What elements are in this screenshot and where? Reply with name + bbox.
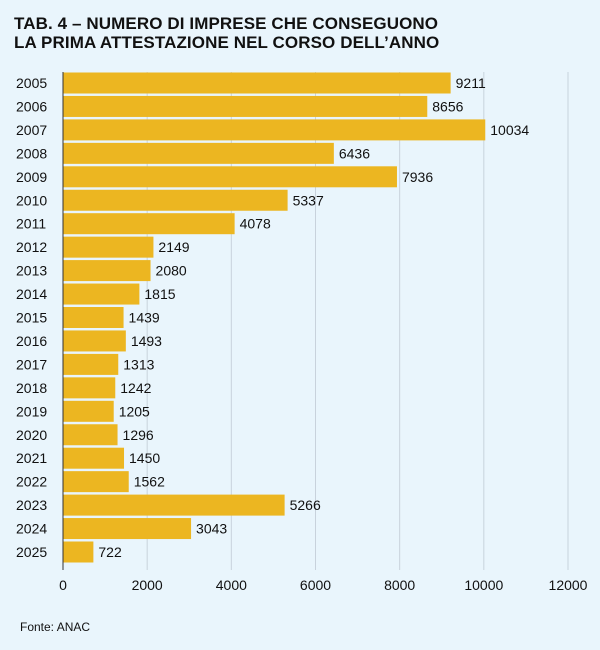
category-label: 2008 <box>16 145 47 161</box>
category-label: 2010 <box>16 192 47 208</box>
source-note: Fonte: ANAC <box>20 620 91 634</box>
data-label: 1493 <box>131 333 162 349</box>
bar <box>63 424 118 446</box>
category-label: 2011 <box>16 216 46 232</box>
bar <box>63 471 129 493</box>
bar <box>63 353 119 375</box>
data-label: 1296 <box>123 427 154 443</box>
x-tick-label: 10000 <box>464 577 503 593</box>
bar <box>63 330 126 352</box>
data-label: 7936 <box>402 169 433 185</box>
x-tick-label: 12000 <box>549 577 588 593</box>
data-label: 2080 <box>156 263 187 279</box>
category-label: 2005 <box>16 75 47 91</box>
data-label: 1562 <box>134 474 165 490</box>
category-label: 2025 <box>16 544 47 560</box>
category-label: 2021 <box>16 450 47 466</box>
chart-title-line-1: TAB. 4 – NUMERO DI IMPRESE CHE CONSEGUON… <box>14 14 439 33</box>
category-label: 2022 <box>16 474 47 490</box>
bar <box>63 189 288 211</box>
bar <box>63 400 114 422</box>
data-label: 1242 <box>120 380 151 396</box>
data-label: 2149 <box>158 239 189 255</box>
bar <box>63 95 428 117</box>
category-label: 2020 <box>16 427 47 443</box>
bar <box>63 166 397 188</box>
category-label: 2006 <box>16 98 47 114</box>
data-label: 722 <box>98 544 122 560</box>
category-label: 2017 <box>16 356 47 372</box>
data-label: 4078 <box>240 216 271 232</box>
data-label: 1313 <box>123 356 154 372</box>
x-tick-label: 8000 <box>384 577 415 593</box>
x-tick-label: 0 <box>59 577 67 593</box>
category-label: 2019 <box>16 403 47 419</box>
data-label: 8656 <box>432 98 463 114</box>
data-label: 1205 <box>119 403 150 419</box>
chart-title-line-2: LA PRIMA ATTESTAZIONE NEL CORSO DELL’ANN… <box>14 33 440 52</box>
x-tick-label: 6000 <box>300 577 331 593</box>
bar <box>63 260 151 282</box>
bar <box>63 213 235 235</box>
bar <box>63 541 94 563</box>
bar <box>63 119 486 141</box>
bar <box>63 518 192 540</box>
category-label: 2014 <box>16 286 47 302</box>
category-label: 2016 <box>16 333 47 349</box>
data-label: 1439 <box>129 310 160 326</box>
data-label: 9211 <box>456 75 486 91</box>
category-label: 2012 <box>16 239 47 255</box>
category-label: 2018 <box>16 380 47 396</box>
bar <box>63 377 116 399</box>
bar <box>63 447 125 469</box>
bar <box>63 236 154 258</box>
data-label: 6436 <box>339 145 370 161</box>
data-label: 5266 <box>290 497 321 513</box>
category-label: 2023 <box>16 497 47 513</box>
category-label: 2013 <box>16 263 47 279</box>
data-label: 1450 <box>129 450 160 466</box>
data-label: 5337 <box>293 192 324 208</box>
chart-title: TAB. 4 – NUMERO DI IMPRESE CHE CONSEGUON… <box>14 14 439 52</box>
data-label: 1815 <box>144 286 175 302</box>
category-label: 2009 <box>16 169 47 185</box>
bar <box>63 142 334 164</box>
category-label: 2007 <box>16 122 47 138</box>
x-tick-label: 4000 <box>216 577 247 593</box>
bar <box>63 307 124 328</box>
data-label: 10034 <box>490 122 529 138</box>
data-label: 3043 <box>196 521 227 537</box>
category-label: 2024 <box>16 521 47 537</box>
bar <box>63 494 285 516</box>
bar <box>63 283 140 305</box>
bar <box>63 72 451 94</box>
category-label: 2015 <box>16 310 47 326</box>
x-tick-label: 2000 <box>132 577 163 593</box>
